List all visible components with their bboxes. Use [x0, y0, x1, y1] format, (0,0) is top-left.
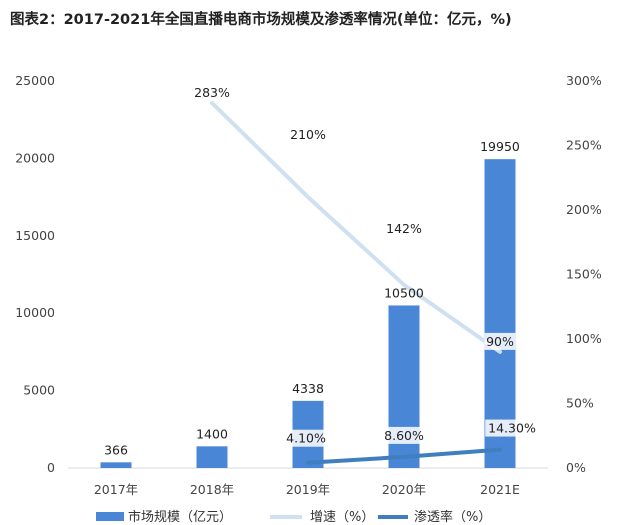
legend-label: 市场规模（亿元） — [128, 509, 232, 525]
bar-value-label: 19950 — [480, 139, 520, 154]
y2-tick-label: 100% — [566, 331, 602, 346]
growth-value-label: 210% — [290, 127, 326, 142]
x-tick-label: 2021E — [480, 482, 520, 497]
y-tick-label: 10000 — [15, 305, 55, 320]
left-axis-ticks: 0 5000 10000 15000 20000 25000 — [15, 73, 55, 475]
x-axis-ticks: 2017年 2018年 2019年 2020年 2021E — [94, 482, 520, 497]
chart-title: 图表2：2017-2021年全国直播电商市场规模及渗透率情况(单位：亿元，%) — [10, 12, 512, 28]
legend: 市场规模（亿元） 增速（%） 渗透率（%） — [96, 509, 491, 525]
bar — [100, 462, 132, 468]
x-tick-label: 2020年 — [382, 482, 426, 497]
line-series — [210, 100, 502, 465]
x-tick-label: 2017年 — [94, 482, 138, 497]
growth-value-label: 142% — [386, 221, 422, 236]
penetration-value-label: 8.60% — [384, 428, 424, 443]
growth-value-label: 283% — [194, 85, 230, 100]
right-axis-ticks: 0% 50% 100% 150% 200% 250% 300% — [566, 73, 602, 475]
bar — [484, 159, 516, 468]
bar — [196, 446, 228, 468]
y-tick-label: 0 — [47, 460, 55, 475]
y2-tick-label: 150% — [566, 267, 602, 282]
penetration-line — [306, 447, 502, 465]
y2-tick-label: 0% — [566, 460, 586, 475]
y2-tick-label: 50% — [566, 396, 594, 411]
bar-value-label: 10500 — [384, 285, 424, 300]
y2-tick-label: 300% — [566, 73, 602, 88]
x-tick-label: 2018年 — [190, 482, 234, 497]
y2-tick-label: 250% — [566, 138, 602, 153]
y2-tick-label: 200% — [566, 202, 602, 217]
y-tick-label: 25000 — [15, 73, 55, 88]
growth-line — [210, 100, 502, 354]
penetration-value-label: 4.10% — [286, 431, 326, 446]
bar-value-label: 366 — [104, 442, 128, 457]
x-tick-label: 2019年 — [286, 482, 330, 497]
growth-value-label-bg — [288, 126, 328, 144]
growth-value-label-bg — [484, 332, 516, 350]
penetration-value-label: 14.30% — [488, 421, 536, 436]
growth-value-label-bg — [192, 83, 232, 101]
legend-label: 渗透率（%） — [414, 509, 491, 525]
bar-series — [100, 159, 516, 468]
y-tick-label: 5000 — [23, 383, 55, 398]
legend-label: 增速（%） — [310, 510, 374, 525]
bar-value-label: 4338 — [292, 381, 324, 396]
y-tick-label: 15000 — [15, 228, 55, 243]
penetration-value-label-bg — [485, 419, 539, 437]
bar-value-label: 1400 — [196, 426, 228, 441]
growth-value-label: 90% — [486, 334, 514, 349]
penetration-value-label-bg — [283, 429, 329, 447]
growth-value-label-bg — [384, 219, 424, 237]
penetration-value-label-bg — [381, 426, 427, 444]
data-labels: 366 1400 4338 10500 19950 283% 210% 142% 90% 4.10… — [104, 83, 539, 457]
legend-swatch — [96, 512, 124, 521]
y-tick-label: 20000 — [15, 150, 55, 165]
